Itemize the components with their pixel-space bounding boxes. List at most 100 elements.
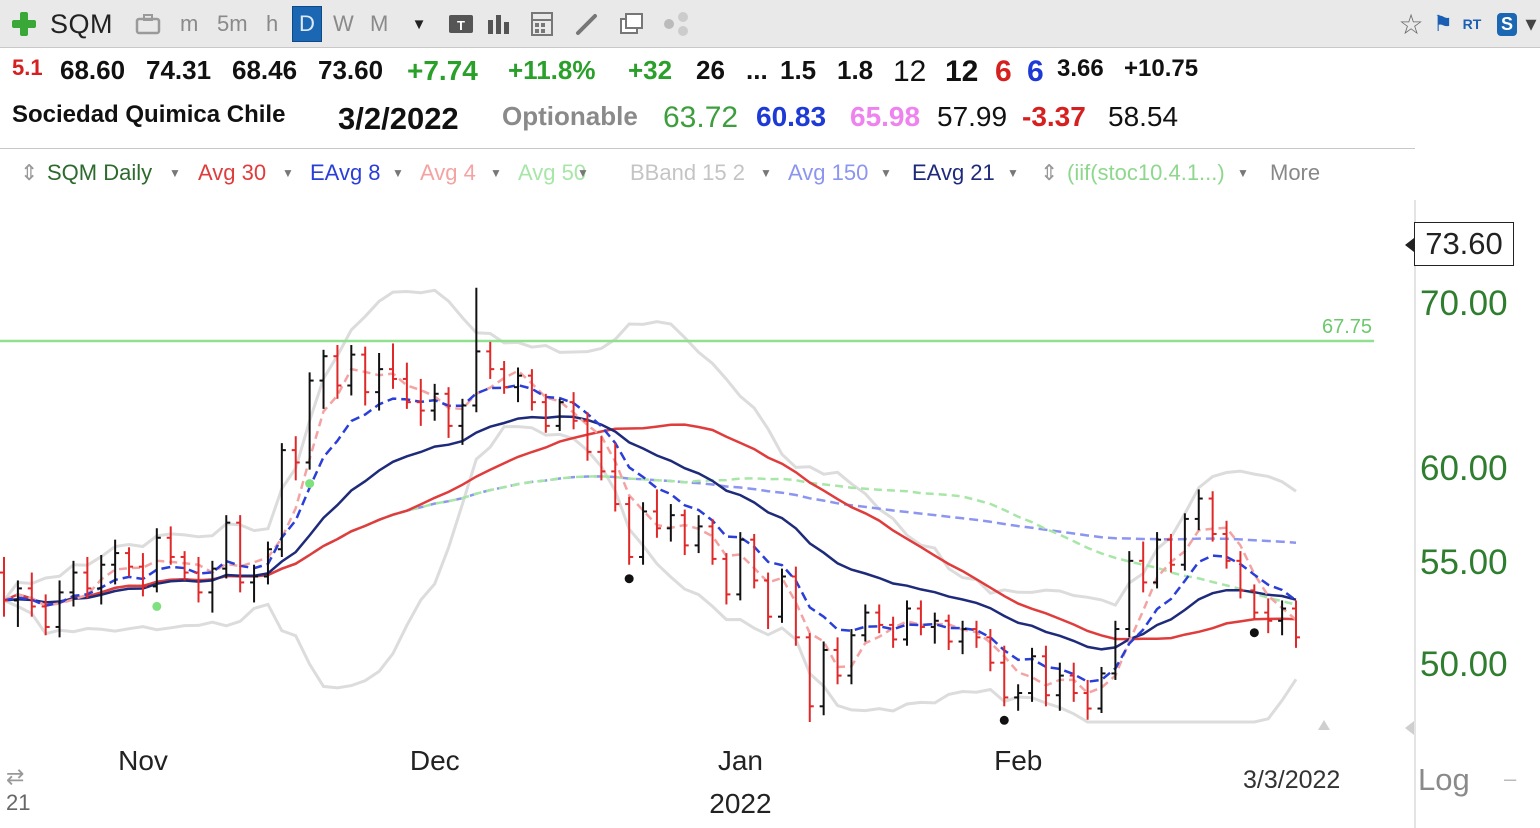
price-bar[interactable] — [736, 532, 745, 601]
price-bar[interactable] — [500, 361, 509, 394]
pencil-icon[interactable] — [572, 6, 602, 42]
price-bar[interactable] — [861, 604, 870, 642]
price-bar[interactable] — [541, 393, 550, 433]
price-bar[interactable] — [291, 436, 300, 481]
price-bar[interactable] — [1278, 600, 1287, 636]
price-bar[interactable] — [1028, 647, 1037, 702]
legend-dropdown-icon[interactable]: ▼ — [577, 166, 589, 180]
price-bar[interactable] — [430, 383, 439, 421]
scroll-up-icon[interactable] — [1318, 720, 1330, 730]
price-bar[interactable] — [13, 580, 22, 627]
price-bar[interactable] — [111, 539, 120, 585]
price-bar[interactable] — [972, 620, 981, 648]
price-chart[interactable]: 67.75 Nov Dec Jan Feb 2022 — [0, 200, 1540, 828]
price-bar[interactable] — [222, 515, 231, 579]
price-bar[interactable] — [694, 515, 703, 554]
price-bar[interactable] — [611, 443, 620, 512]
price-bar[interactable] — [708, 518, 717, 565]
price-bar[interactable] — [889, 616, 898, 648]
price-bar[interactable] — [1055, 662, 1064, 711]
price-bar[interactable] — [1194, 489, 1203, 531]
legend-dropdown-icon[interactable]: ▼ — [760, 166, 772, 180]
price-bar[interactable] — [83, 556, 92, 599]
price-bar[interactable] — [597, 436, 606, 481]
price-bar[interactable] — [1153, 532, 1162, 589]
price-bar[interactable] — [1041, 645, 1050, 707]
legend-dropdown-icon[interactable]: ▼ — [392, 166, 404, 180]
price-bar[interactable] — [55, 580, 64, 638]
price-bar[interactable] — [444, 387, 453, 438]
price-bar[interactable] — [875, 604, 884, 634]
tv-icon[interactable]: T — [446, 6, 476, 42]
price-bar[interactable] — [1111, 620, 1120, 680]
price-bar[interactable] — [847, 629, 856, 685]
price-bar[interactable] — [930, 612, 939, 644]
price-bar[interactable] — [916, 600, 925, 636]
legend-item-0[interactable]: SQM Daily — [47, 160, 153, 185]
price-bar[interactable] — [41, 594, 50, 636]
timeframe-h[interactable]: h — [266, 11, 279, 36]
price-bar[interactable] — [125, 547, 134, 577]
price-bar[interactable] — [750, 533, 759, 589]
price-bar[interactable] — [958, 620, 967, 655]
price-bar[interactable] — [944, 614, 953, 650]
flag-icon[interactable]: ⚑ — [1433, 11, 1453, 36]
scroll-left-icon[interactable] — [1405, 721, 1414, 735]
price-bar[interactable] — [1166, 533, 1175, 573]
price-bar[interactable] — [250, 564, 259, 603]
price-bar[interactable] — [1208, 491, 1217, 542]
timeframe-5m[interactable]: 5m — [217, 11, 248, 36]
price-bar[interactable] — [777, 568, 786, 623]
price-bar[interactable] — [69, 560, 78, 607]
legend-dropdown-icon[interactable]: ▼ — [169, 166, 181, 180]
price-bar[interactable] — [527, 369, 536, 411]
scale-dash[interactable]: – — [1504, 766, 1517, 791]
price-bar[interactable] — [208, 560, 217, 613]
price-bar[interactable] — [903, 600, 912, 646]
price-bar[interactable] — [402, 362, 411, 409]
price-bar[interactable] — [388, 343, 397, 389]
price-bar[interactable] — [1222, 520, 1231, 569]
timeframe-w[interactable]: W — [333, 11, 354, 36]
price-bar[interactable] — [722, 553, 731, 605]
price-bar[interactable] — [986, 629, 995, 672]
legend-dropdown-icon[interactable]: ▼ — [1007, 166, 1019, 180]
price-bar[interactable] — [555, 398, 564, 432]
legend-dropdown-icon[interactable]: ▼ — [880, 166, 892, 180]
bar-chart-icon[interactable] — [484, 6, 514, 42]
price-bar[interactable] — [277, 443, 286, 557]
symbol-label[interactable]: SQM — [50, 8, 114, 39]
timeframe-month[interactable]: M — [370, 11, 389, 36]
price-bar[interactable] — [319, 349, 328, 409]
legend-dropdown-icon[interactable]: ▼ — [282, 166, 294, 180]
price-bar[interactable] — [0, 556, 8, 617]
rt-label[interactable]: RT — [1462, 16, 1482, 32]
legend-item-2[interactable]: EAvg 8 — [310, 160, 381, 185]
price-bar[interactable] — [652, 489, 661, 538]
price-bar[interactable] — [1014, 684, 1023, 711]
legend-item-3[interactable]: Avg 4 — [420, 160, 476, 185]
timeframe-d[interactable]: D — [292, 6, 322, 42]
price-bar[interactable] — [1000, 645, 1009, 707]
briefcase-icon[interactable] — [133, 6, 163, 42]
legend-sort-icon[interactable]: ⇕ — [1040, 160, 1059, 185]
price-bar[interactable] — [1236, 551, 1245, 599]
price-bar[interactable] — [416, 378, 425, 426]
price-bar[interactable] — [1069, 662, 1078, 702]
price-bar[interactable] — [666, 504, 675, 542]
chevron-down-icon[interactable]: ▾ — [1525, 11, 1537, 36]
legend-item-9[interactable]: More — [1270, 160, 1321, 185]
price-bar[interactable] — [27, 572, 36, 617]
price-bar[interactable] — [138, 553, 147, 597]
price-bar[interactable] — [764, 572, 773, 630]
price-bar[interactable] — [305, 372, 314, 470]
price-bar[interactable] — [569, 392, 578, 430]
refresh-icon[interactable]: ⇄ — [6, 764, 25, 789]
timeframe-m[interactable]: m — [180, 11, 199, 36]
price-bar[interactable] — [166, 526, 175, 565]
price-bar[interactable] — [458, 398, 467, 445]
legend-item-8[interactable]: (iif(stoc10.4.1...) — [1067, 160, 1225, 185]
legend-sort-icon[interactable]: ⇕ — [20, 160, 39, 185]
price-bar[interactable] — [1250, 584, 1259, 619]
price-bar[interactable] — [361, 346, 370, 406]
